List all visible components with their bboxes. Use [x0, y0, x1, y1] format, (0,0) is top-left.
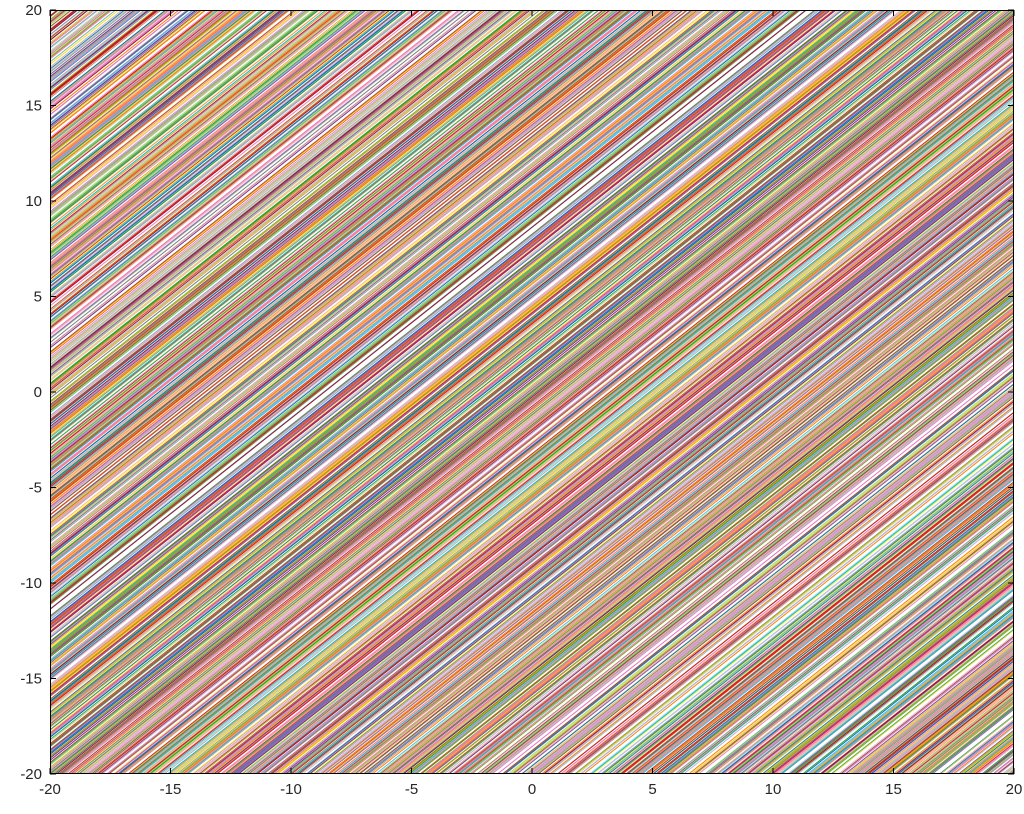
line-series-group: [0, 0, 1024, 814]
x-tick-label: -15: [160, 781, 182, 798]
x-tick-label: 10: [765, 781, 782, 798]
x-tick-label: -5: [405, 781, 418, 798]
y-tick-label: 10: [25, 193, 42, 210]
line-chart: -20 -15 -10 -5 0 5 10 15 20 -20 -15 -10 -5 0 5 10 15 20: [0, 0, 1024, 814]
y-tick-label: -5: [29, 480, 42, 497]
x-tick-label: 15: [885, 781, 902, 798]
y-tick-label: 20: [25, 2, 42, 19]
y-tick-label: -10: [20, 575, 42, 592]
x-tick-label: -10: [280, 781, 302, 798]
y-tick-label: 5: [34, 289, 42, 306]
x-tick-label: 20: [1006, 781, 1023, 798]
y-tick-label: 15: [25, 98, 42, 115]
x-tick-label: 0: [528, 781, 536, 798]
y-tick-label: 0: [34, 384, 42, 401]
y-tick-label: -20: [20, 766, 42, 783]
x-tick-label: -20: [39, 781, 61, 798]
chart-svg: -20 -15 -10 -5 0 5 10 15 20 -20 -15 -10 -5 0 5 10 15 20: [0, 0, 1024, 814]
y-tick-label: -15: [20, 671, 42, 688]
x-tick-label: 5: [648, 781, 656, 798]
